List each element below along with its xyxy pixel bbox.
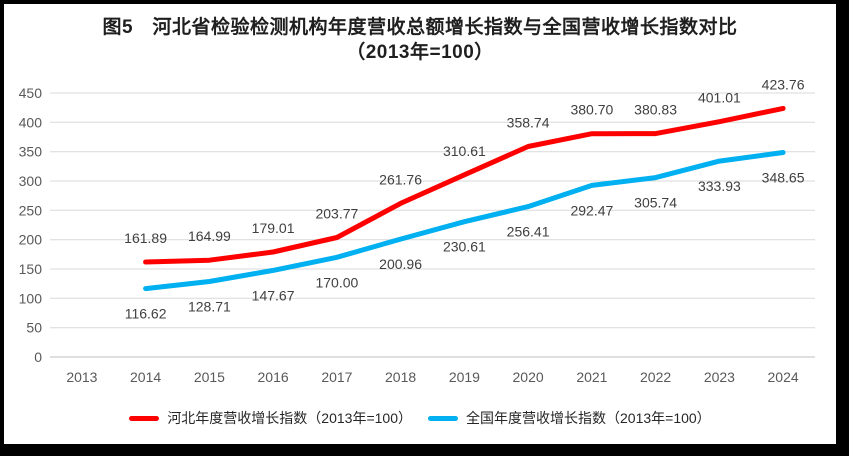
data-label: 380.83	[634, 102, 677, 118]
data-label: 200.96	[379, 256, 422, 272]
y-axis-tick-label: 350	[19, 144, 43, 160]
data-label: 230.61	[443, 239, 486, 255]
data-label: 170.00	[315, 274, 358, 290]
y-axis-tick-label: 100	[19, 290, 43, 306]
x-axis-tick-label: 2020	[513, 369, 544, 385]
data-label: 164.99	[188, 228, 231, 244]
line-chart-plot-area: 0 50 100 150 200 250 300 350 400 450 2013 2014 2015 2…	[19, 76, 815, 385]
series-line-0	[143, 105, 786, 265]
data-label: 161.89	[124, 230, 167, 246]
data-label: 116.62	[125, 306, 167, 322]
y-axis-tick-label: 200	[19, 232, 43, 248]
data-label: 423.76	[762, 76, 805, 92]
data-label: 333.93	[698, 178, 741, 194]
x-axis-tick-label: 2023	[704, 369, 735, 385]
x-axis-tick-label: 2021	[576, 369, 607, 385]
data-label: 401.01	[698, 90, 741, 106]
y-axis-tick-label: 250	[19, 202, 43, 218]
x-axis-tick-label: 2022	[640, 369, 671, 385]
chart-title-line1: 图5 河北省检验检测机构年度营收总额增长指数与全国营收增长指数对比	[102, 17, 738, 38]
y-axis-tick-label: 0	[34, 349, 42, 365]
y-axis-tick-label: 400	[19, 114, 43, 130]
series-line-1	[143, 150, 786, 292]
x-axis-tick-label: 2024	[768, 369, 799, 385]
legend-item-national: 全国年度营收增长指数（2013年=100）	[428, 408, 711, 428]
data-label: 305.74	[634, 195, 677, 211]
x-axis-tick-label: 2013	[66, 369, 97, 385]
legend-label-hebei: 河北年度营收增长指数（2013年=100）	[167, 410, 412, 426]
data-label: 292.47	[570, 202, 613, 218]
y-axis-tick-label: 300	[19, 173, 43, 189]
chart-legend: 河北年度营收增长指数（2013年=100） 全国年度营收增长指数（2013年=1…	[4, 408, 836, 428]
data-label: 256.41	[507, 224, 550, 240]
chart-title: 图5 河北省检验检测机构年度营收总额增长指数与全国营收增长指数对比 （2013年…	[4, 15, 836, 65]
data-label: 203.77	[315, 206, 358, 222]
x-axis-tick-label: 2015	[194, 369, 225, 385]
x-axis-tick-label: 2017	[321, 369, 352, 385]
data-label: 261.76	[379, 171, 422, 187]
data-label: 179.01	[252, 220, 295, 236]
x-axis-tick-label: 2019	[449, 369, 480, 385]
data-label: 348.65	[762, 170, 805, 186]
data-label: 358.74	[507, 115, 550, 131]
chart-title-line2: （2013年=100）	[346, 42, 494, 63]
data-label: 128.71	[188, 299, 231, 315]
data-label: 310.61	[443, 143, 486, 159]
data-label: 380.70	[570, 102, 613, 118]
x-axis-tick-label: 2018	[385, 369, 416, 385]
x-axis-tick-label: 2014	[130, 369, 161, 385]
data-label: 147.67	[252, 287, 295, 303]
legend-item-hebei: 河北年度营收增长指数（2013年=100）	[129, 408, 412, 428]
legend-blue-line-swatch	[428, 415, 458, 421]
legend-red-line-swatch	[129, 415, 160, 421]
y-axis-tick-label: 450	[19, 85, 43, 101]
legend-label-national: 全国年度营收增长指数（2013年=100）	[466, 410, 711, 426]
x-axis-tick-label: 2016	[258, 369, 289, 385]
y-axis-tick-label: 150	[19, 261, 43, 277]
y-axis-tick-label: 50	[26, 320, 42, 336]
